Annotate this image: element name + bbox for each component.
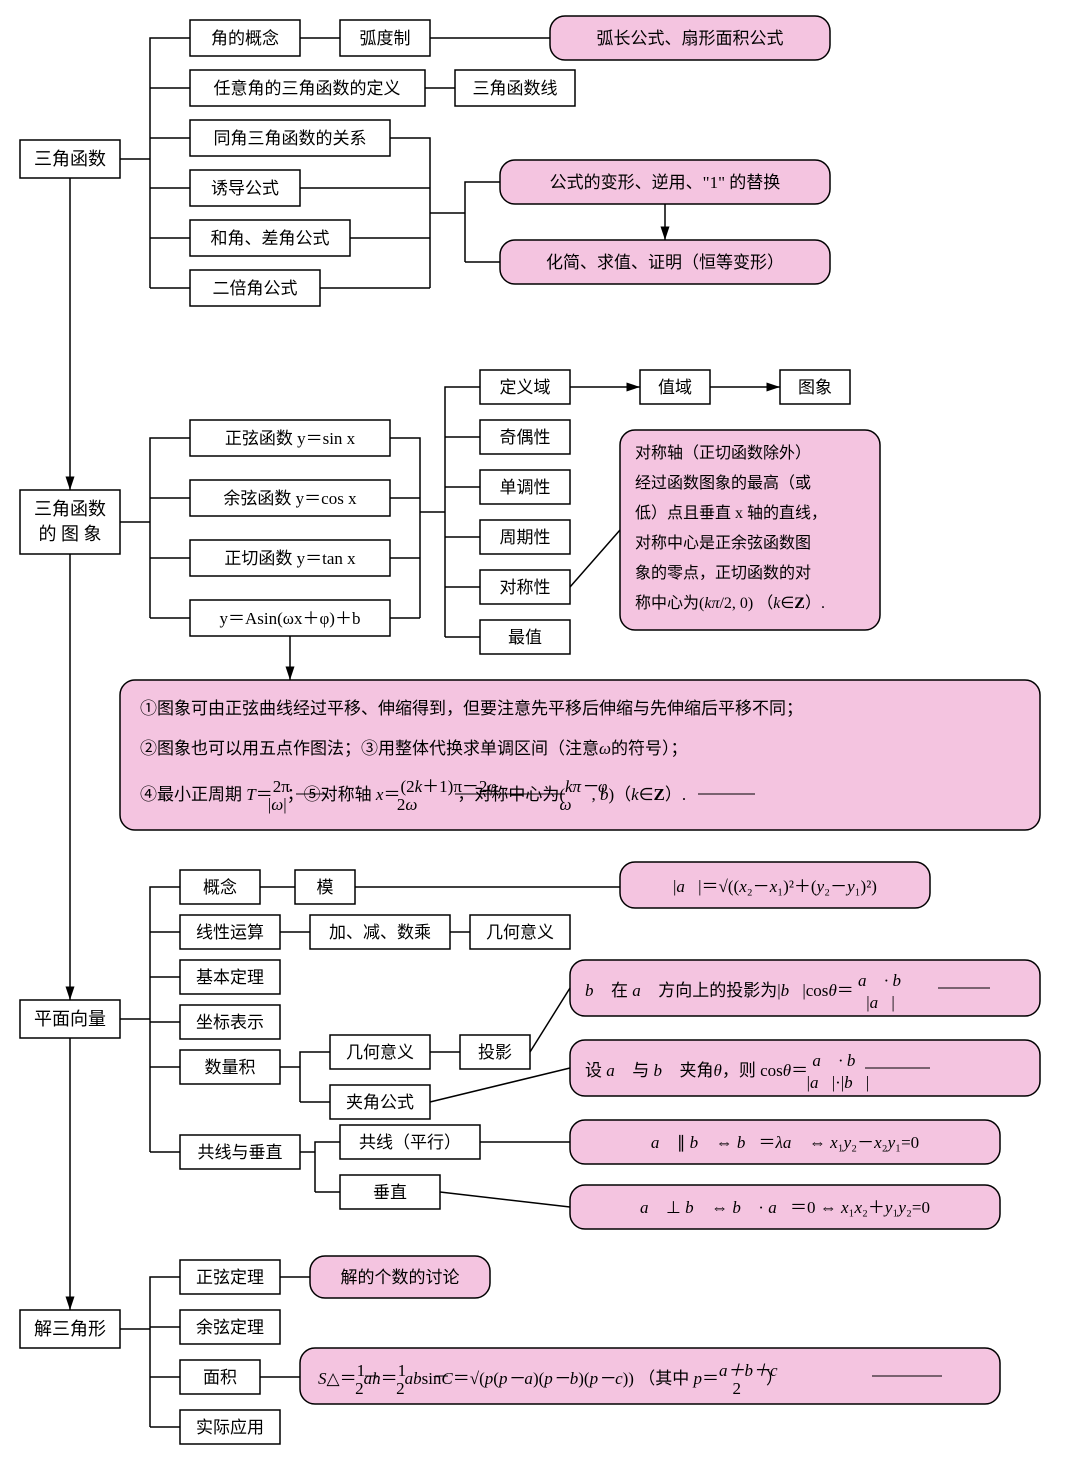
sym-n5: 象的零点，正切函数的对 bbox=[635, 564, 811, 582]
bracket-s2-mid-a bbox=[390, 438, 420, 618]
conn-sym-note bbox=[570, 530, 620, 587]
lbl-concept: 概念 bbox=[203, 877, 237, 897]
root-triggraph-l2: 的 图 象 bbox=[39, 524, 102, 544]
lbl-cos: 余弦函数 y＝cos x bbox=[223, 489, 357, 508]
conn-angle-pink bbox=[430, 1068, 570, 1102]
lbl-range: 值域 bbox=[658, 378, 692, 397]
lbl-parity: 奇偶性 bbox=[500, 428, 551, 447]
lbl-induced: 诱导公式 bbox=[211, 179, 279, 198]
lbl-mono: 单调性 bbox=[500, 478, 551, 497]
lbl-period: 周期性 bbox=[500, 528, 551, 547]
bracket-s1-right-b bbox=[430, 182, 500, 262]
lbl-trigline: 三角函数线 bbox=[473, 79, 558, 98]
lbl-asin: y＝Asin(ωx＋φ)＋b bbox=[220, 609, 361, 628]
lbl-perp-text: a⃗ ⊥ b⃗ ⇔ b⃗ · a⃗＝0 ⇔ x₁x₂＋y₁y₂=0 bbox=[640, 1198, 930, 1217]
conn-perp-pink bbox=[440, 1192, 570, 1207]
lbl-sin: 正弦函数 y＝sin x bbox=[225, 429, 356, 448]
lbl-perp: 垂直 bbox=[373, 1183, 407, 1202]
lbl-dot: 数量积 bbox=[205, 1058, 256, 1077]
lbl-coord: 坐标表示 bbox=[196, 1013, 264, 1032]
lbl-extreme: 最值 bbox=[508, 628, 542, 647]
lbl-coll: 共线（平行） bbox=[359, 1133, 461, 1152]
lbl-geom2: 几何意义 bbox=[346, 1043, 414, 1062]
sym-n3: 低）点且垂直 x 轴的直线， bbox=[635, 504, 827, 522]
lbl-sameangle: 同角三角函数的关系 bbox=[214, 129, 367, 148]
big-n1: ①图象可由正弦曲线经过平移、伸缩得到，但要注意先平移后伸缩与先伸缩后平移不同； bbox=[140, 699, 803, 718]
bracket-s4-left bbox=[120, 1277, 180, 1427]
bracket-collperp bbox=[300, 1142, 340, 1192]
lbl-arc-formula: 弧长公式、扇形面积公式 bbox=[597, 29, 784, 48]
big-n2: ②图象也可以用五点作图法；③用整体代换求单调区间（注意ω的符号）； bbox=[140, 739, 688, 758]
lbl-geom: 几何意义 bbox=[486, 923, 554, 942]
lbl-lawcos: 余弦定理 bbox=[196, 1318, 264, 1337]
sym-n1: 对称轴（正切函数除外） bbox=[635, 444, 811, 462]
conn-proj-pink bbox=[530, 988, 570, 1052]
lbl-mod: 模 bbox=[317, 878, 334, 897]
lbl-mod-formula: |a⃗|＝√((x₂－x₁)²＋(y₂－y₁)²) bbox=[673, 877, 877, 896]
bracket-s1-left bbox=[120, 38, 190, 288]
lbl-proj: 投影 bbox=[478, 1043, 512, 1062]
lbl-arbitrary: 任意角的三角函数的定义 bbox=[214, 79, 401, 98]
root-vector-label: 平面向量 bbox=[34, 1009, 106, 1029]
bracket-s3-left bbox=[120, 887, 180, 1152]
bracket-s2-mid-b bbox=[420, 387, 480, 637]
sym-n6: 称中心为(kπ/2, 0) （k∈Z）. bbox=[635, 594, 825, 612]
sym-n4: 对称中心是正余弦函数图 bbox=[635, 533, 811, 552]
lbl-angle-concept: 角的概念 bbox=[211, 28, 279, 48]
sym-n2: 经过函数图象的最高（或 bbox=[635, 474, 811, 492]
lbl-addsub: 加、减、数乘 bbox=[329, 923, 431, 942]
lbl-tan: 正切函数 y＝tan x bbox=[224, 549, 356, 568]
lbl-radian: 弧度制 bbox=[360, 29, 411, 48]
lbl-parallel: a⃗ ∥ b⃗ ⇔ b⃗＝λa⃗ ⇔ x₁y₂－x₂y₁=0 bbox=[651, 1133, 919, 1152]
bracket-s2-left bbox=[120, 438, 190, 618]
lbl-collperp: 共线与垂直 bbox=[198, 1143, 283, 1162]
lbl-area: 面积 bbox=[203, 1368, 237, 1387]
lbl-basicthm: 基本定理 bbox=[196, 968, 264, 987]
root-triangle-label: 解三角形 bbox=[34, 1319, 106, 1339]
lbl-sym: 对称性 bbox=[500, 578, 551, 597]
root-triggraph-l1: 三角函数 bbox=[34, 499, 106, 519]
lbl-sumdiff: 和角、差角公式 bbox=[211, 229, 330, 248]
lbl-lawsin: 正弦定理 bbox=[196, 1268, 264, 1287]
lbl-double: 二倍角公式 bbox=[213, 279, 298, 298]
bracket-s1-right-a bbox=[300, 138, 430, 288]
bracket-dot bbox=[280, 1052, 330, 1102]
lbl-deform: 公式的变形、逆用、"1" 的替换 bbox=[550, 173, 781, 192]
root-trigfn-label: 三角函数 bbox=[34, 149, 106, 169]
lbl-simplify: 化简、求值、证明（恒等变形） bbox=[546, 253, 784, 272]
lbl-graph: 图象 bbox=[798, 378, 832, 397]
lbl-angleform: 夹角公式 bbox=[346, 1093, 414, 1112]
lbl-domain: 定义域 bbox=[500, 378, 551, 397]
lbl-linear: 线性运算 bbox=[196, 923, 264, 942]
lbl-solcount: 解的个数的讨论 bbox=[341, 1268, 460, 1287]
lbl-practical: 实际应用 bbox=[196, 1418, 264, 1437]
